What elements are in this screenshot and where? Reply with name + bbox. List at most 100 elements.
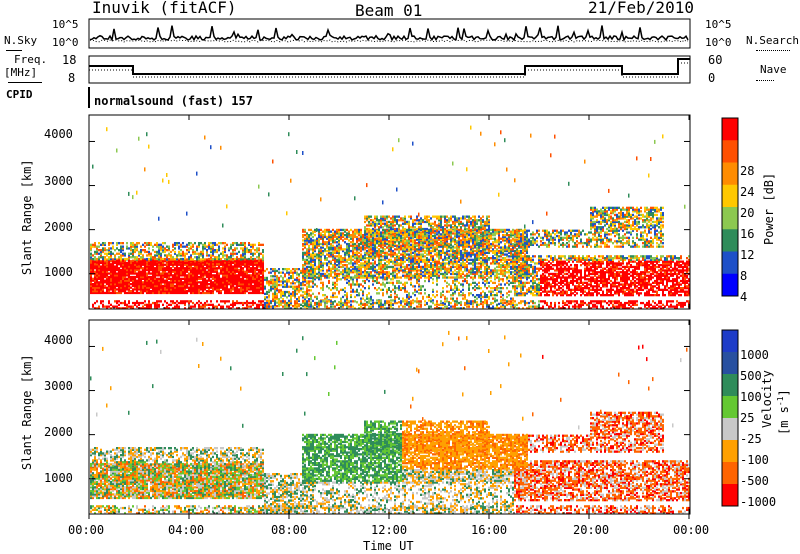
- range-cell: [384, 252, 386, 254]
- range-cell: [382, 304, 384, 306]
- range-cell: [140, 271, 142, 273]
- range-cell: [224, 300, 226, 302]
- range-cell: [186, 244, 188, 246]
- range-cell: [318, 229, 320, 231]
- range-cell: [310, 294, 312, 296]
- range-cell: [406, 271, 408, 273]
- range-cell: [310, 229, 312, 231]
- range-cell: [396, 287, 398, 289]
- range-cell: [412, 142, 414, 146]
- range-cell: [152, 246, 154, 248]
- range-cell: [320, 232, 322, 234]
- range-cell: [346, 232, 348, 234]
- range-cell: [268, 289, 270, 291]
- range-cell: [234, 242, 236, 244]
- range-cell: [394, 275, 396, 277]
- range-cell: [178, 306, 180, 308]
- range-cell: [408, 292, 410, 294]
- range-cell: [244, 280, 246, 282]
- range-cell: [210, 263, 212, 265]
- range-cell: [120, 254, 122, 256]
- range-cell: [294, 286, 296, 288]
- range-cell: [184, 253, 186, 255]
- range-cell: [368, 292, 370, 294]
- range-cell: [226, 258, 228, 260]
- range-cell: [104, 285, 106, 287]
- range-cell: [350, 291, 352, 293]
- range-cell: [360, 306, 362, 308]
- range-cell: [386, 282, 388, 284]
- range-cell: [144, 304, 146, 306]
- range-cell: [362, 271, 364, 273]
- range-cell: [298, 268, 300, 270]
- range-cell: [150, 304, 152, 306]
- range-cell: [194, 260, 196, 262]
- range-cell: [314, 239, 316, 241]
- range-cell: [388, 300, 390, 302]
- range-cell: [240, 247, 242, 249]
- range-cell: [400, 230, 402, 232]
- range-cell: [370, 219, 372, 221]
- range-cell: [282, 277, 284, 279]
- range-cell: [410, 282, 412, 284]
- range-cell: [142, 281, 144, 283]
- range-cell: [412, 292, 414, 294]
- range-cell: [204, 267, 206, 269]
- range-cell: [206, 300, 208, 302]
- range-cell: [90, 253, 92, 255]
- range-cell: [384, 230, 386, 232]
- range-cell: [408, 221, 410, 223]
- range-cell: [386, 261, 388, 263]
- range-cell: [402, 226, 404, 228]
- range-cell: [178, 260, 180, 262]
- range-cell: [400, 253, 402, 255]
- range-cell: [372, 302, 374, 304]
- range-cell: [360, 262, 362, 264]
- range-cell: [304, 238, 306, 240]
- range-cell: [138, 263, 140, 265]
- range-cell: [402, 306, 404, 308]
- range-cell: [302, 229, 304, 231]
- range-cell: [180, 253, 182, 255]
- range-cell: [142, 260, 144, 262]
- range-cell: [234, 287, 236, 289]
- range-cell: [268, 192, 270, 196]
- range-cell: [254, 249, 256, 251]
- range-cell: [340, 289, 342, 291]
- range-cell: [416, 228, 418, 230]
- range-cell: [242, 247, 244, 249]
- range-cell: [406, 253, 408, 255]
- range-cell: [400, 282, 402, 284]
- range-cell: [394, 224, 396, 226]
- range-cell: [156, 258, 158, 260]
- range-cell: [184, 246, 186, 248]
- range-cell: [382, 264, 384, 266]
- range-cell: [158, 261, 160, 263]
- range-cell: [288, 291, 290, 293]
- range-cell: [210, 290, 212, 292]
- range-cell: [250, 260, 252, 262]
- range-cell: [280, 289, 282, 291]
- range-cell: [330, 300, 332, 302]
- range-cell: [324, 298, 326, 300]
- range-cell: [210, 246, 212, 248]
- range-cell: [92, 258, 94, 260]
- range-cell: [368, 298, 370, 300]
- range-cell: [108, 300, 110, 302]
- range-cell: [134, 302, 136, 304]
- range-cell: [364, 237, 366, 239]
- range-cell: [106, 260, 108, 262]
- range-cell: [190, 306, 192, 308]
- range-cell: [168, 258, 170, 260]
- range-cell: [426, 296, 428, 298]
- range-cell: [306, 280, 308, 282]
- range-cell: [312, 239, 314, 241]
- range-cell: [304, 268, 306, 270]
- range-cell: [376, 235, 378, 237]
- range-cell: [296, 277, 298, 279]
- range-cell: [308, 280, 310, 282]
- range-cell: [364, 287, 366, 289]
- range-cell: [260, 276, 262, 278]
- range-cell: [372, 228, 374, 230]
- range-cell: [312, 300, 314, 302]
